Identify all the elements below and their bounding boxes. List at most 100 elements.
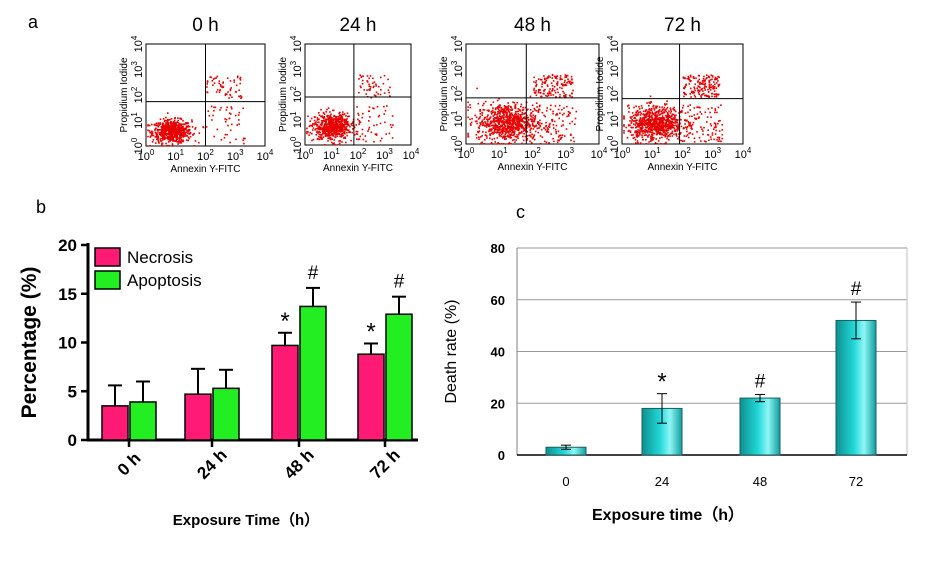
cell-event-dot (665, 103, 668, 105)
cell-event-dot (538, 105, 541, 108)
cell-event-dot (711, 134, 714, 136)
cell-event-dot (495, 126, 498, 129)
cell-event-dot (571, 120, 573, 123)
cell-event-dot (511, 139, 514, 142)
cell-event-dot (341, 118, 344, 120)
cell-event-dot (350, 139, 352, 142)
cell-event-dot (683, 86, 685, 89)
cell-event-dot (168, 139, 171, 141)
cell-event-dot (687, 120, 689, 123)
cell-event-dot (343, 118, 345, 121)
cell-event-dot (697, 106, 700, 109)
cell-event-dot (721, 137, 724, 140)
x-tick-label: 102 (674, 146, 691, 161)
cell-event-dot (481, 124, 484, 127)
cell-event-dot (187, 136, 190, 139)
y-tick-label: 101 (130, 112, 145, 129)
cell-event-dot (526, 138, 529, 140)
cell-event-dot (651, 132, 654, 134)
cell-event-dot (656, 130, 658, 133)
cell-event-dot (648, 121, 651, 124)
cell-event-dot (487, 120, 489, 122)
cell-event-dot (531, 133, 533, 136)
cell-event-dot (369, 87, 371, 90)
bar-necrosis (271, 344, 299, 441)
cell-event-dot (514, 103, 517, 106)
cell-event-dot (693, 86, 695, 89)
cell-event-dot (640, 129, 643, 132)
cell-event-dot (171, 136, 174, 138)
cell-event-dot (339, 118, 342, 120)
cell-event-dot (493, 121, 495, 124)
significance-marker: # (851, 279, 862, 300)
cell-event-dot (535, 125, 537, 127)
cell-event-dot (550, 82, 553, 84)
cell-event-dot (173, 127, 175, 129)
cell-event-dot (230, 87, 232, 89)
cell-event-dot (546, 131, 548, 133)
cell-event-dot (668, 125, 670, 128)
x-axis-title: Annexin Y-FITC (497, 162, 567, 173)
cell-event-dot (669, 135, 671, 137)
cell-event-dot (691, 90, 693, 93)
cell-event-dot (510, 116, 512, 118)
cell-event-dot (487, 118, 490, 120)
cell-event-dot (661, 117, 664, 120)
cell-event-dot (559, 78, 561, 81)
cell-event-dot (317, 131, 319, 134)
cell-event-dot (640, 112, 642, 115)
cell-event-dot (679, 133, 681, 135)
cell-event-dot (499, 131, 502, 134)
cell-event-dot (164, 133, 166, 135)
cell-event-dot (347, 129, 350, 131)
cell-event-dot (558, 134, 561, 137)
y-tick-label: 10 (58, 334, 77, 353)
cell-event-dot (655, 129, 657, 132)
cell-event-dot (628, 111, 630, 113)
cell-event-dot (698, 137, 701, 139)
cell-event-dot (714, 123, 717, 126)
cell-event-dot (522, 128, 525, 130)
cell-event-dot (539, 135, 542, 137)
cell-event-dot (155, 132, 157, 134)
cell-event-dot (467, 135, 469, 138)
cell-event-dot (657, 132, 660, 135)
cell-event-dot (540, 128, 543, 131)
cell-event-dot (549, 92, 552, 94)
cell-event-dot (242, 139, 244, 141)
cell-event-dot (165, 119, 167, 122)
cell-event-dot (498, 128, 500, 131)
cell-event-dot (662, 130, 665, 132)
cell-event-dot (710, 138, 712, 141)
cell-event-dot (543, 114, 545, 117)
cell-event-dot (716, 111, 718, 114)
cell-event-dot (319, 134, 322, 136)
cell-event-dot (173, 140, 176, 142)
cell-event-dot (151, 132, 154, 135)
cell-event-dot (527, 123, 529, 125)
cell-event-dot (339, 126, 341, 129)
cell-event-dot (658, 119, 661, 121)
cell-event-dot (366, 81, 369, 83)
cell-event-dot (368, 83, 370, 86)
cell-event-dot (519, 120, 521, 123)
cell-event-dot (170, 118, 173, 120)
cell-event-dot (338, 140, 340, 142)
cell-event-dot (715, 96, 718, 98)
cell-event-dot (329, 131, 332, 134)
cell-event-dot (336, 133, 339, 135)
cell-event-dot (551, 77, 554, 79)
cell-event-dot (502, 137, 504, 139)
cell-event-dot (150, 132, 153, 135)
cell-event-dot (683, 91, 685, 94)
cell-event-dot (338, 126, 340, 128)
cell-event-dot (667, 124, 670, 126)
cell-event-dot (308, 134, 310, 136)
cell-event-dot (330, 128, 332, 131)
cell-event-dot (647, 128, 650, 131)
cell-event-dot (524, 135, 527, 138)
cell-event-dot (164, 130, 166, 132)
cell-event-dot (706, 116, 709, 118)
cell-event-dot (376, 106, 379, 108)
